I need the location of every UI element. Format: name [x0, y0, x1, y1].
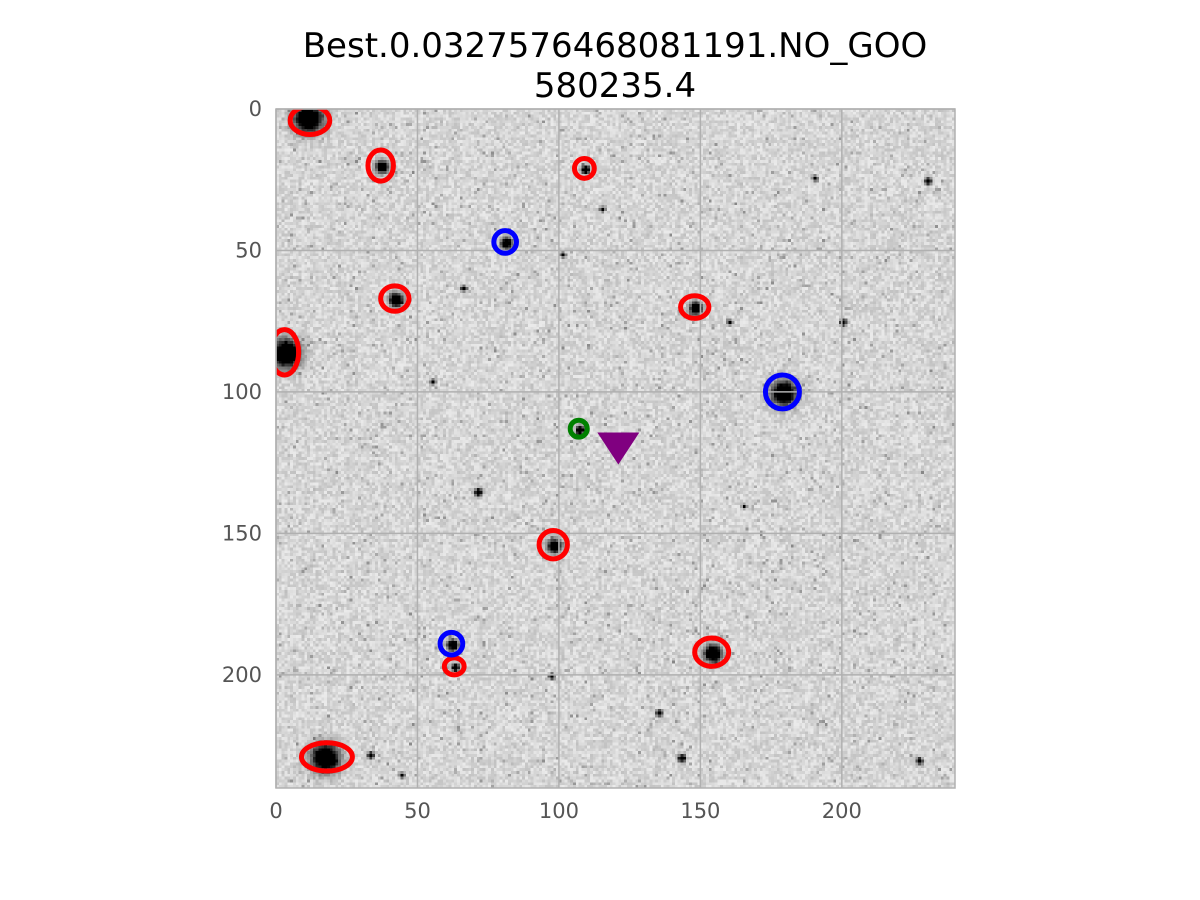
y-tick-label: 200: [222, 663, 262, 687]
source-ellipse-marker: [378, 283, 412, 314]
x-tick-label: 100: [539, 799, 579, 823]
source-circle-marker: [762, 372, 802, 412]
x-tick-label: 200: [822, 799, 862, 823]
y-tick-label: 0: [249, 97, 262, 121]
source-ellipse-marker: [276, 327, 302, 378]
source-ellipse-marker: [571, 156, 597, 181]
x-tick-label: 150: [680, 799, 720, 823]
source-circle-marker: [567, 417, 590, 440]
markers: [276, 109, 802, 774]
x-tick-label: 50: [404, 799, 431, 823]
y-tick-label: 100: [222, 380, 262, 404]
y-tick-label: 50: [235, 238, 262, 262]
y-tick-label: 150: [222, 521, 262, 545]
grid: [275, 108, 955, 788]
source-ellipse-marker: [365, 147, 396, 184]
chart-title-line-1: Best.0.0327576468081191.NO_GOO: [302, 26, 928, 66]
x-tick-label: 0: [269, 799, 282, 823]
source-ellipse-marker: [287, 109, 333, 137]
chart-title: Best.0.0327576468081191.NO_GOO 580235.4: [0, 26, 1200, 106]
target-triangle-marker: [597, 432, 640, 465]
source-circle-marker: [437, 629, 466, 658]
source-ellipse-marker: [678, 293, 712, 321]
source-ellipse-marker: [441, 655, 467, 678]
chart-title-line-2: 580235.4: [533, 66, 697, 106]
plot-frame: [275, 108, 956, 789]
source-ellipse-marker: [536, 528, 570, 562]
tick-labels: 0 50 100 150 200 0 50 100 150 200: [222, 97, 862, 823]
source-ellipse-marker: [692, 635, 732, 669]
source-ellipse-marker: [298, 740, 355, 774]
source-circle-marker: [491, 228, 519, 256]
